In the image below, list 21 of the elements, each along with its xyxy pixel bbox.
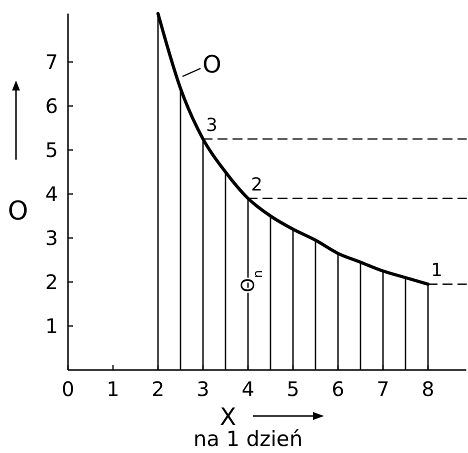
x-tick-label: 4 (242, 377, 254, 401)
annotation: 2 (251, 174, 262, 196)
x-tick-label: 0 (62, 377, 74, 401)
x-tick-label: 5 (286, 377, 300, 401)
y-tick-label: 7 (45, 50, 58, 74)
y-tick-label: 1 (45, 314, 58, 338)
annotation: 1 (431, 260, 442, 282)
annotation: 3 (206, 115, 218, 136)
y-tick-label: 4 (45, 182, 58, 206)
x-tick-label: 1 (106, 377, 120, 401)
x-tick-label: 6 (332, 377, 344, 401)
x-tick-label: 3 (196, 377, 210, 401)
y-tick-label: 3 (45, 226, 58, 250)
y-tick-label: 5 (45, 138, 58, 162)
x-tick-label: 2 (152, 377, 164, 401)
y-tick-label: 6 (45, 94, 58, 118)
y-tick-label: 2 (45, 270, 58, 294)
legend-label: O (202, 50, 222, 78)
x-tick-label: 7 (376, 377, 390, 401)
y-axis-title: O (8, 196, 28, 227)
x-tick-label: 8 (422, 377, 434, 401)
